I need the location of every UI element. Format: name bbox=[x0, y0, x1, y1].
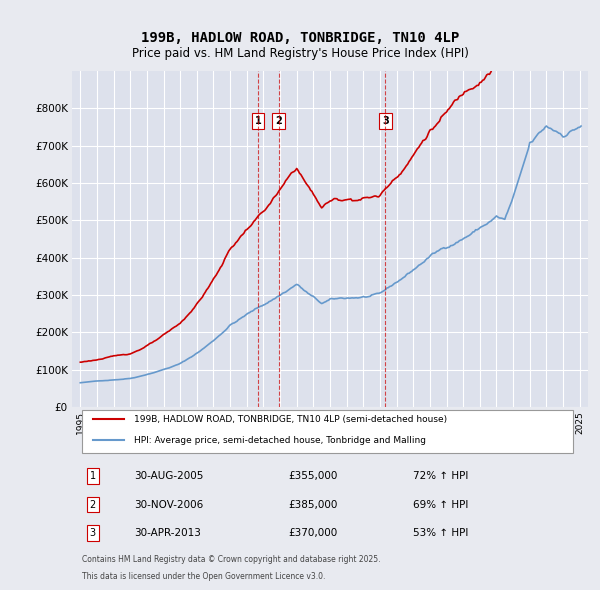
Text: This data is licensed under the Open Government Licence v3.0.: This data is licensed under the Open Gov… bbox=[82, 572, 326, 581]
Text: Contains HM Land Registry data © Crown copyright and database right 2025.: Contains HM Land Registry data © Crown c… bbox=[82, 555, 381, 564]
Text: 30-AUG-2005: 30-AUG-2005 bbox=[134, 471, 203, 481]
Text: 30-APR-2013: 30-APR-2013 bbox=[134, 528, 201, 538]
Text: 69% ↑ HPI: 69% ↑ HPI bbox=[413, 500, 468, 510]
Text: £385,000: £385,000 bbox=[289, 500, 338, 510]
FancyBboxPatch shape bbox=[82, 411, 572, 454]
Text: HPI: Average price, semi-detached house, Tonbridge and Malling: HPI: Average price, semi-detached house,… bbox=[134, 436, 426, 445]
Text: 1: 1 bbox=[89, 471, 96, 481]
Text: 53% ↑ HPI: 53% ↑ HPI bbox=[413, 528, 468, 538]
Text: 2: 2 bbox=[89, 500, 96, 510]
Text: 3: 3 bbox=[89, 528, 96, 538]
Text: 2: 2 bbox=[275, 116, 282, 126]
Text: £355,000: £355,000 bbox=[289, 471, 338, 481]
Text: Price paid vs. HM Land Registry's House Price Index (HPI): Price paid vs. HM Land Registry's House … bbox=[131, 47, 469, 60]
Text: 199B, HADLOW ROAD, TONBRIDGE, TN10 4LP (semi-detached house): 199B, HADLOW ROAD, TONBRIDGE, TN10 4LP (… bbox=[134, 415, 447, 424]
Text: 30-NOV-2006: 30-NOV-2006 bbox=[134, 500, 203, 510]
Text: 1: 1 bbox=[254, 116, 261, 126]
Text: £370,000: £370,000 bbox=[289, 528, 338, 538]
Text: 72% ↑ HPI: 72% ↑ HPI bbox=[413, 471, 468, 481]
Text: 199B, HADLOW ROAD, TONBRIDGE, TN10 4LP: 199B, HADLOW ROAD, TONBRIDGE, TN10 4LP bbox=[141, 31, 459, 45]
Text: 3: 3 bbox=[382, 116, 389, 126]
